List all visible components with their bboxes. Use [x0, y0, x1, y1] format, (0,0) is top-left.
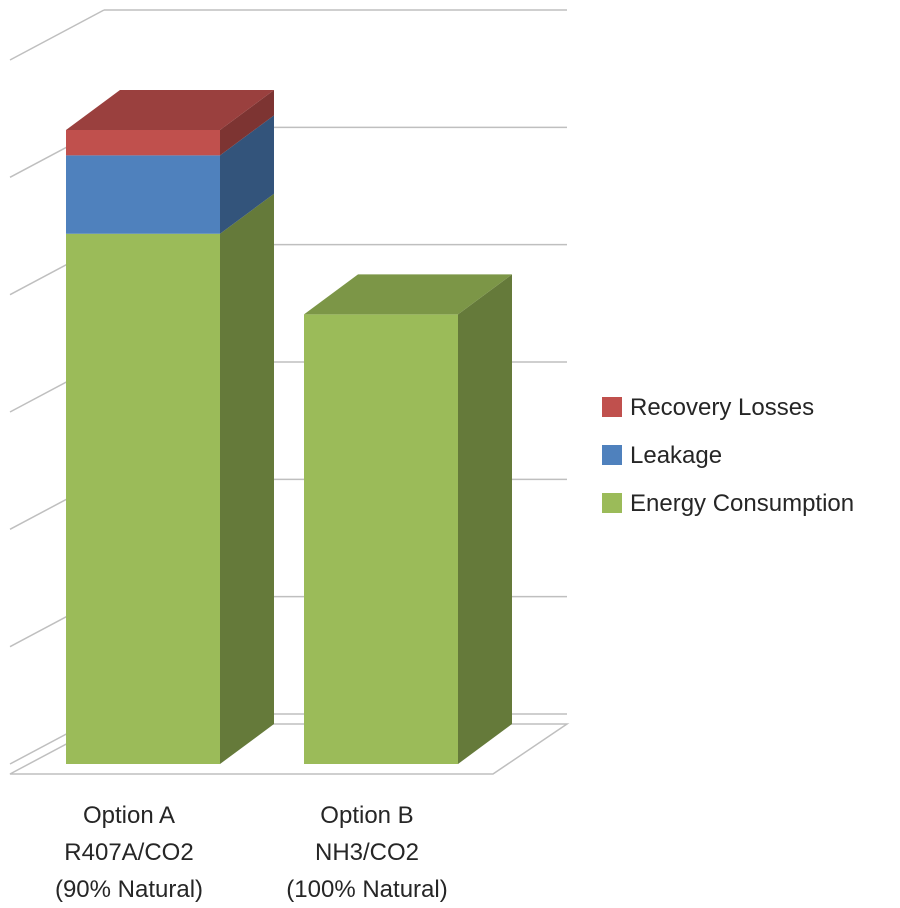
legend-label: Recovery Losses [630, 394, 814, 421]
category-label: Option A [83, 802, 175, 829]
legend-label: Energy Consumption [630, 490, 854, 517]
bar-energy-consumption-front [66, 233, 220, 764]
category-label: Option B [320, 802, 413, 829]
legend-label: Leakage [630, 442, 722, 469]
bar-energy-consumption-top [304, 274, 512, 315]
bar-energy-consumption-side [458, 274, 512, 764]
category-labels: Option A R407A/CO2 (90% Natural) Option B NH… [55, 802, 448, 903]
category-label: (90% Natural) [55, 876, 203, 903]
legend-swatch [602, 445, 622, 465]
legend-swatch [602, 397, 622, 417]
category-label: R407A/CO2 [64, 839, 193, 866]
side-gridline [9, 9, 105, 61]
legend: Recovery Losses Leakage Energy Consumption [602, 394, 854, 517]
bar-recovery-losses-side [220, 90, 274, 156]
legend-swatch [602, 493, 622, 513]
category-label: NH3/CO2 [315, 839, 419, 866]
bar-energy-consumption-front [304, 314, 458, 764]
bar-leakage-front [66, 155, 220, 234]
bar-recovery-losses-top [66, 90, 274, 130]
bar-recovery-losses-front [66, 130, 220, 156]
bars [66, 90, 512, 764]
category-label: (100% Natural) [286, 876, 447, 903]
bar-energy-consumption-side [220, 193, 274, 764]
bar-leakage-side [220, 115, 274, 234]
